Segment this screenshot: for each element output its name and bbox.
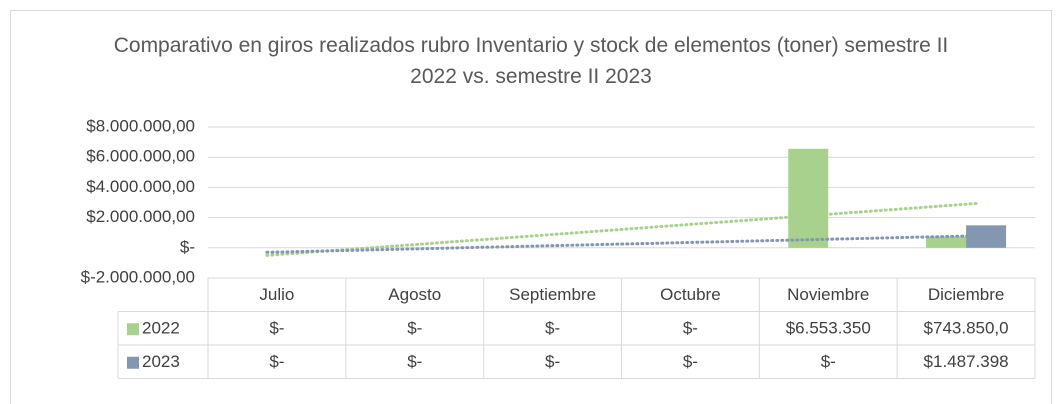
legend-label: 2023 xyxy=(142,352,180,371)
data-label: $- xyxy=(683,319,698,338)
y-tick-label: $4.000.000,00 xyxy=(86,177,195,196)
y-tick-label: $2.000.000,00 xyxy=(86,207,195,226)
data-label: $- xyxy=(407,319,422,338)
data-label: $- xyxy=(821,352,836,371)
data-label: $- xyxy=(683,352,698,371)
x-tick-label: Diciembre xyxy=(928,285,1005,304)
legend-swatch xyxy=(127,323,139,336)
legend-label: 2022 xyxy=(142,319,180,338)
y-tick-label: $8.000.000,00 xyxy=(86,116,195,135)
x-tick-label: Octubre xyxy=(660,285,720,304)
y-tick-label: $6.000.000,00 xyxy=(86,147,195,166)
bar xyxy=(966,225,1007,248)
bar xyxy=(926,236,967,248)
chart-frame xyxy=(10,10,1052,404)
data-label: $- xyxy=(269,352,284,371)
data-label: $6.553.350 xyxy=(786,319,871,338)
x-tick-label: Noviembre xyxy=(787,285,869,304)
data-label: $- xyxy=(407,352,422,371)
bar xyxy=(788,148,829,248)
data-label: $- xyxy=(545,352,560,371)
trendline xyxy=(265,201,978,257)
data-label: $743.850,0 xyxy=(924,319,1009,338)
x-tick-label: Septiembre xyxy=(509,285,596,304)
y-tick-label: $-2.000.000,00 xyxy=(81,267,195,286)
legend-swatch xyxy=(127,356,139,369)
data-label: $1.487.398 xyxy=(924,352,1009,371)
data-label: $- xyxy=(545,319,560,338)
chart-title: Comparativo en giros realizados rubro In… xyxy=(113,34,949,88)
trendline xyxy=(265,234,978,254)
x-tick-label: Agosto xyxy=(388,285,441,304)
y-tick-label: $- xyxy=(180,237,195,256)
data-label: $- xyxy=(269,319,284,338)
x-tick-label: Julio xyxy=(259,285,294,304)
